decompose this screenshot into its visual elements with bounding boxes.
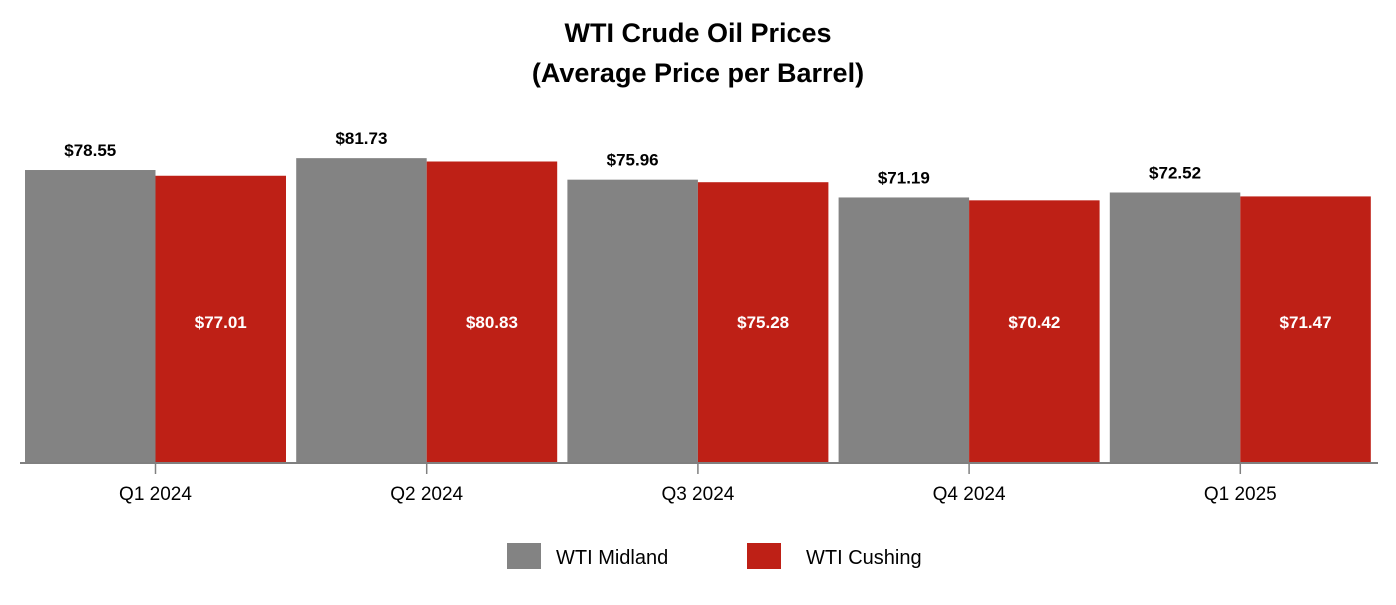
bar-midland bbox=[25, 170, 156, 464]
legend-label-cushing: WTI Cushing bbox=[806, 547, 922, 569]
legend-swatch-midland bbox=[507, 543, 541, 569]
legend: WTI Midland WTI Cushing bbox=[507, 543, 922, 569]
data-label-midland: $75.96 bbox=[607, 151, 659, 170]
legend-label-midland: WTI Midland bbox=[556, 547, 668, 569]
data-label-midland: $72.52 bbox=[1149, 164, 1201, 183]
bar-midland bbox=[838, 197, 970, 463]
bar-cushing bbox=[426, 161, 558, 464]
chart-subtitle: (Average Price per Barrel) bbox=[532, 58, 864, 88]
data-label-cushing: $70.42 bbox=[1008, 313, 1060, 332]
bar-cushing bbox=[1240, 196, 1371, 463]
bar-cushing bbox=[697, 182, 829, 463]
data-label-cushing: $71.47 bbox=[1280, 313, 1332, 332]
data-label-cushing: $77.01 bbox=[195, 313, 247, 332]
data-label-midland: $71.19 bbox=[878, 168, 930, 187]
x-tick-label: Q1 2024 bbox=[119, 484, 192, 505]
data-label-midland: $81.73 bbox=[335, 129, 387, 148]
bar-cushing bbox=[155, 175, 286, 464]
chart-title: WTI Crude Oil Prices bbox=[564, 18, 831, 48]
x-tick-label: Q1 2025 bbox=[1204, 484, 1277, 505]
x-tick-label: Q2 2024 bbox=[390, 484, 463, 505]
data-label-midland: $78.55 bbox=[64, 141, 116, 160]
data-label-cushing: $80.83 bbox=[466, 313, 518, 332]
bar-midland bbox=[567, 179, 698, 464]
x-tick-label: Q4 2024 bbox=[933, 484, 1006, 505]
bar-midland bbox=[1109, 192, 1241, 463]
data-label-cushing: $75.28 bbox=[737, 313, 789, 332]
bar-cushing bbox=[969, 200, 1100, 463]
x-tick-label: Q3 2024 bbox=[661, 484, 734, 505]
legend-swatch-cushing bbox=[747, 543, 781, 569]
bar-midland bbox=[296, 158, 427, 463]
